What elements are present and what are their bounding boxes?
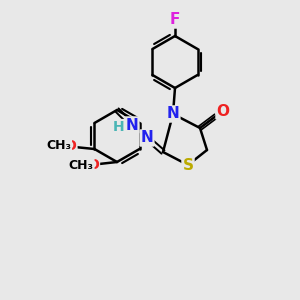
Text: F: F [170,13,180,28]
Text: N: N [167,106,179,122]
Text: H: H [113,120,125,134]
Text: CH₃: CH₃ [69,160,94,172]
Text: CH₃: CH₃ [46,139,71,152]
Text: N: N [141,130,153,146]
Text: O: O [64,139,76,153]
Text: O: O [87,158,99,172]
Text: S: S [182,158,194,172]
Text: N: N [126,118,138,133]
Text: O: O [217,103,230,118]
